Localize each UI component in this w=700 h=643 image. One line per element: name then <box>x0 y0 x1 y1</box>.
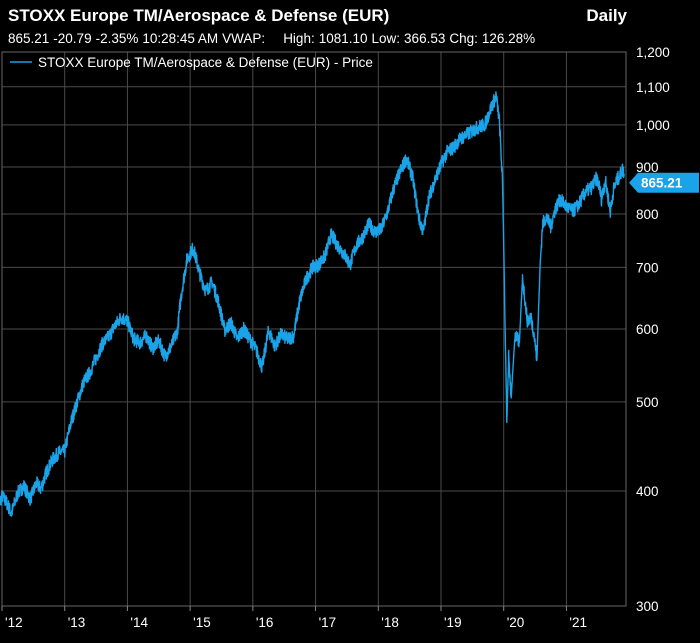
chart-title: STOXX Europe TM/Aerospace & Defense (EUR… <box>8 6 390 25</box>
y-tick-label: 600 <box>636 322 659 337</box>
plot-frame <box>1 51 627 607</box>
x-tick-label: '17 <box>319 615 337 630</box>
quote-time: 10:28:45 AM <box>142 31 219 46</box>
vwap-label: VWAP: <box>222 31 266 46</box>
y-tick-label: 700 <box>636 260 659 275</box>
legend-label: STOXX Europe TM/Aerospace & Defense (EUR… <box>38 55 373 70</box>
x-tick-label: '13 <box>68 615 86 630</box>
high-value: 1081.10 <box>318 31 368 46</box>
x-tick-label: '21 <box>569 615 587 630</box>
x-tick-label: '14 <box>130 615 148 630</box>
net-change: -20.79 <box>53 31 92 46</box>
low-label: Low: <box>371 31 401 46</box>
high-label: High: <box>283 31 315 46</box>
x-tick-label: '18 <box>381 615 399 630</box>
y-tick-label: 300 <box>636 599 659 614</box>
y-tick-label: 1,100 <box>636 80 670 95</box>
last-price: 865.21 <box>8 31 50 46</box>
y-tick-label: 900 <box>636 160 659 175</box>
last-value-flag <box>629 172 699 193</box>
pct-change: -2.35% <box>95 31 139 46</box>
x-tick-label: '15 <box>193 615 211 630</box>
y-tick-label: 800 <box>636 207 659 222</box>
last-value-label: 865.21 <box>641 176 683 191</box>
y-tick-label: 400 <box>636 484 659 499</box>
chg-value: 126.28% <box>481 31 536 46</box>
x-axis-ticks: '12 '13 '14 '15 '16 '17 '18 '19 '20 '21 <box>1 606 587 630</box>
x-tick-label: '20 <box>507 615 525 630</box>
price-series-line[interactable] <box>0 91 625 517</box>
frequency-label[interactable]: Daily <box>586 6 627 25</box>
y-tick-label: 1,200 <box>636 45 670 60</box>
y-axis-ticks: 300 400 500 600 700 800 900 1,000 1,100 1,200 <box>636 45 670 614</box>
last-value-marker: 865.21 <box>629 172 699 193</box>
legend: STOXX Europe TM/Aerospace & Defense (EUR… <box>10 55 373 70</box>
x-tick-label: '12 <box>5 615 23 630</box>
chg-label: Chg: <box>449 31 478 46</box>
quote-stats-bar: 865.21 -20.79 -2.35% 10:28:45 AM VWAP: High: 1… <box>8 31 539 46</box>
x-tick-label: '16 <box>256 615 274 630</box>
y-tick-label: 500 <box>636 395 659 410</box>
x-tick-label: '19 <box>444 615 462 630</box>
y-tick-label: 1,000 <box>636 118 670 133</box>
low-value: 366.53 <box>404 31 446 46</box>
